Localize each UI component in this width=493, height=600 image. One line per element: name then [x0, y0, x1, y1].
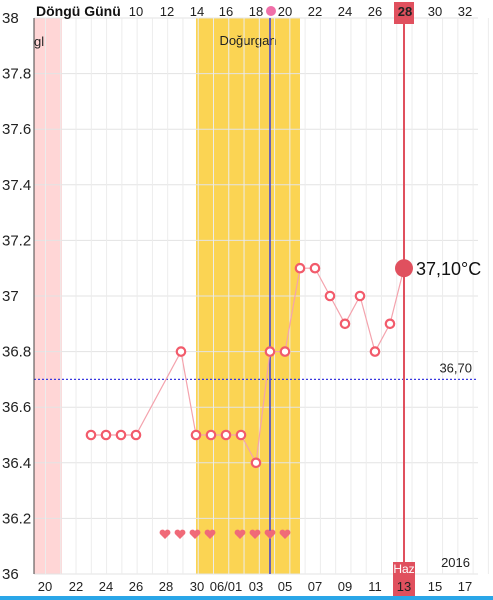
- date-tick-label: 03: [249, 579, 263, 594]
- cycle-day-tick: 28: [398, 4, 412, 19]
- cycle-day-tick: 32: [458, 4, 472, 19]
- heart-icon: [189, 529, 201, 539]
- bottom-accent-bar: [0, 596, 493, 600]
- temperature-point[interactable]: [115, 429, 127, 441]
- heart-icon: [174, 529, 186, 539]
- y-tick-label: 36.2: [2, 510, 31, 527]
- temperature-point[interactable]: [279, 346, 291, 357]
- temperature-point[interactable]: [250, 457, 262, 469]
- cycle-day-tick: 18: [249, 4, 263, 19]
- cycle-day-tick: 22: [308, 4, 322, 19]
- cycle-day-tick: 26: [368, 4, 382, 19]
- y-tick-label: 36.4: [2, 455, 31, 472]
- temperature-point[interactable]: [220, 429, 232, 441]
- coverline-label: 36,70: [439, 360, 472, 375]
- temperature-points[interactable]: [85, 262, 396, 469]
- temperature-point[interactable]: [309, 262, 321, 274]
- date-tick-label: 07: [308, 579, 322, 594]
- date-tick-label: 15: [428, 579, 442, 594]
- y-tick-label: 37.6: [2, 121, 31, 138]
- fertile-window-label: Doğurgan: [219, 33, 276, 48]
- period-label: gl: [34, 34, 44, 49]
- year-label: 2016: [441, 555, 470, 570]
- temperature-point[interactable]: [175, 346, 187, 357]
- cycle-day-tick: 30: [428, 4, 442, 19]
- temperature-point[interactable]: [339, 318, 351, 330]
- heart-icon: [264, 529, 276, 539]
- temperature-point[interactable]: [264, 346, 276, 357]
- cycle-day-tick: 10: [129, 4, 143, 19]
- y-tick-label: 37: [2, 288, 19, 305]
- selected-cycle-day-badge[interactable]: [394, 2, 414, 24]
- temperature-point[interactable]: [235, 429, 247, 441]
- cycle-day-title: Döngü Günü: [36, 3, 121, 19]
- current-temperature-dot[interactable]: [395, 259, 413, 278]
- date-tick-label: 26: [129, 579, 143, 594]
- heart-icon: [234, 529, 246, 539]
- date-tick-label: 30: [190, 579, 204, 594]
- date-axis: 20 22 24 26 28 30 06/01 03 05 07 09 11 13 15 17: [38, 579, 472, 594]
- heart-icon: [204, 529, 216, 539]
- date-tick-label: 22: [69, 579, 83, 594]
- temperature-point[interactable]: [354, 290, 366, 302]
- temperature-point[interactable]: [130, 429, 142, 441]
- y-axis: 38 37.8 37.6 37.4 37.2 37 36.8 36.6 36.4 36.2 36: [2, 10, 35, 583]
- selected-date-badge[interactable]: [393, 562, 415, 600]
- y-tick-label: 36.6: [2, 399, 31, 416]
- temperature-point[interactable]: [100, 429, 112, 441]
- y-tick-label: 36.8: [2, 344, 31, 361]
- cycle-day-axis: 10 12 14 16 18 20 22 24 26 28 30 32: [129, 4, 472, 19]
- cycle-day-tick: 24: [338, 4, 352, 19]
- temperature-point[interactable]: [85, 429, 97, 441]
- heart-icon: [159, 529, 171, 539]
- temperature-point[interactable]: [205, 429, 217, 441]
- date-tick-label: 20: [38, 579, 52, 594]
- cycle-day-tick: 16: [219, 4, 233, 19]
- y-tick-label: 38: [2, 10, 19, 27]
- date-tick-label: 11: [368, 579, 382, 594]
- date-tick-label: 28: [159, 579, 173, 594]
- temperature-point[interactable]: [324, 290, 336, 302]
- y-tick-label: 37.8: [2, 66, 31, 83]
- ovulation-marker-icon: [266, 6, 276, 16]
- heart-icon: [249, 529, 261, 539]
- date-tick-label: 06/01: [210, 579, 243, 594]
- heart-icon: [279, 529, 291, 539]
- date-tick-label: 24: [99, 579, 113, 594]
- cycle-day-tick: 12: [160, 4, 174, 19]
- y-tick-label: 37.2: [2, 232, 31, 249]
- date-tick-label: 05: [278, 579, 292, 594]
- y-tick-label: 36: [2, 566, 19, 583]
- current-temperature-label: 37,10°C: [416, 259, 481, 279]
- cycle-day-tick: 14: [190, 4, 204, 19]
- intercourse-hearts: [159, 529, 291, 539]
- temperature-point[interactable]: [384, 318, 396, 330]
- date-tick-label: 17: [458, 579, 472, 594]
- cycle-day-tick: 20: [278, 4, 292, 19]
- temperature-point[interactable]: [294, 262, 306, 274]
- date-tick-label: 09: [338, 579, 352, 594]
- y-tick-label: 37.4: [2, 177, 31, 194]
- temperature-point[interactable]: [369, 346, 381, 357]
- temperature-point[interactable]: [190, 429, 202, 441]
- selected-month-label: Haz: [393, 562, 414, 576]
- date-tick-label: 13: [397, 579, 411, 594]
